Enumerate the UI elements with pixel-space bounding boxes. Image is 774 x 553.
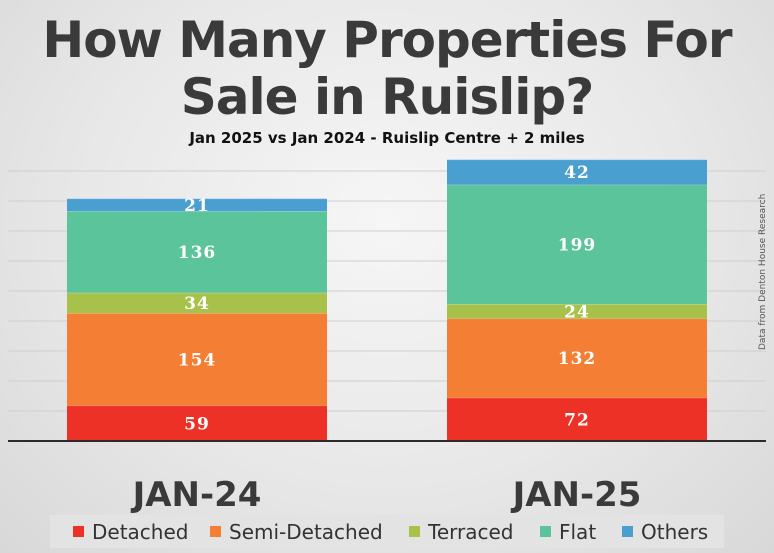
bar-segment-semi-detached-jan-24 <box>67 313 327 406</box>
category-label-jan-24: JAN-24 <box>131 475 262 515</box>
legend-swatch-others <box>622 526 633 537</box>
category-labels: JAN-24 JAN-25 <box>131 475 642 515</box>
legend-label-others: Others <box>641 520 708 544</box>
data-label-semi-detached-jan-25: 132 <box>558 349 597 369</box>
bar-segment-semi-detached-jan-25 <box>447 318 707 398</box>
chart-title-line-2: Sale in Ruislip? <box>181 68 593 126</box>
bars <box>67 159 707 441</box>
legend-background <box>50 515 724 548</box>
legend-swatch-detached <box>73 526 84 537</box>
data-label-terraced-jan-25: 24 <box>564 302 590 322</box>
bar-segment-detached-jan-25 <box>447 397 707 441</box>
data-label-others-jan-24: 21 <box>184 196 210 216</box>
bar-segment-terraced-jan-24 <box>67 292 327 314</box>
data-label-terraced-jan-24: 34 <box>184 294 210 314</box>
data-label-others-jan-25: 42 <box>564 163 590 183</box>
data-label-detached-jan-24: 59 <box>184 414 210 434</box>
data-label-detached-jan-25: 72 <box>564 410 590 430</box>
chart-title-line-1: How Many Properties For <box>42 11 733 69</box>
bar-segment-flat-jan-25 <box>447 184 707 305</box>
category-label-jan-25: JAN-25 <box>511 475 642 515</box>
bar-segment-flat-jan-24 <box>67 211 327 293</box>
data-label-flat-jan-25: 199 <box>558 236 597 256</box>
legend-swatch-terraced <box>409 526 420 537</box>
data-label-flat-jan-24: 136 <box>178 243 217 263</box>
source-note: Data from Denton House Research <box>758 194 768 350</box>
segment-labels: 59 154 34 136 21 72 132 24 199 42 <box>178 163 597 434</box>
bar-segment-detached-jan-24 <box>67 405 327 441</box>
bar-segment-others-jan-24 <box>67 198 327 212</box>
data-label-semi-detached-jan-24: 154 <box>178 350 217 370</box>
bar-segment-others-jan-25 <box>447 159 707 185</box>
title-group: How Many Properties For Sale in Ruislip?… <box>42 11 734 147</box>
bar-segment-terraced-jan-25 <box>447 304 707 319</box>
legend-label-flat: Flat <box>559 520 596 544</box>
legend-swatch-semi-detached <box>210 526 221 537</box>
legend-label-detached: Detached <box>92 520 188 544</box>
chart-subtitle: Jan 2025 vs Jan 2024 - Ruislip Centre + … <box>188 129 584 147</box>
legend-swatch-flat <box>540 526 551 537</box>
legend: Detached Semi-Detached Terraced Flat Others <box>50 515 724 548</box>
legend-label-semi-detached: Semi-Detached <box>229 520 383 544</box>
legend-label-terraced: Terraced <box>427 520 513 544</box>
